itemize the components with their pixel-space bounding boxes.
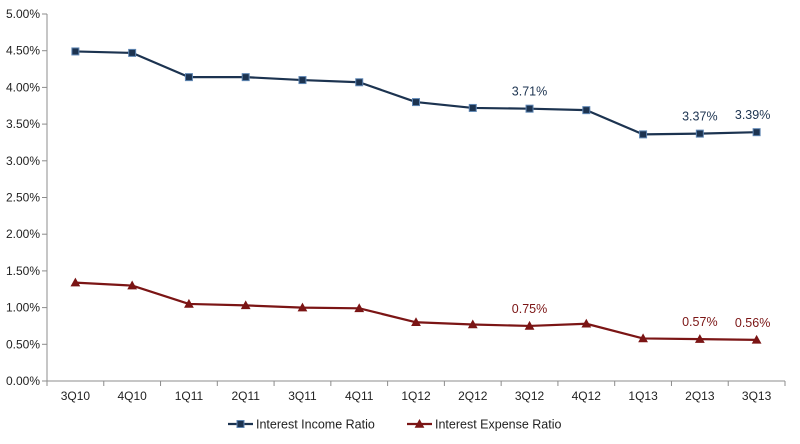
expense-data-point <box>127 280 138 290</box>
income-data-point <box>468 103 477 112</box>
income-data-label: 3.37% <box>682 110 717 124</box>
expense-data-point <box>467 319 478 329</box>
x-tick-label: 2Q11 <box>231 389 260 403</box>
expense-data-point <box>70 277 81 287</box>
expense-data-point <box>751 334 762 344</box>
income-data-point <box>639 130 648 139</box>
income-series-line <box>75 50 757 136</box>
y-axis: 0.00% 0.50% 1.00% 1.50% 2.00% 2.50% 3.00% 3.50%… <box>6 7 48 388</box>
income-data-label: 3.71% <box>512 85 547 99</box>
expense-data-point <box>354 303 365 313</box>
legend: Interest Income Ratio Interest Expense Ra… <box>228 418 562 432</box>
x-tick-label: 2Q13 <box>685 389 715 403</box>
x-axis: 3Q10 4Q10 1Q11 2Q11 3Q11 4Q11 1Q12 2Q12 3Q12 4Q12… <box>46 380 786 403</box>
y-tick-label: 4.00% <box>6 80 40 94</box>
x-tick-label: 2Q12 <box>458 389 488 403</box>
y-tick-label: 1.50% <box>6 264 40 278</box>
income-data-point <box>184 73 193 82</box>
x-tick-label: 3Q12 <box>515 389 545 403</box>
expense-data-point <box>240 300 251 310</box>
x-tick-label: 3Q11 <box>288 389 317 403</box>
x-tick-label: 4Q10 <box>117 389 147 403</box>
expense-data-point <box>297 302 308 312</box>
expense-data-point <box>411 317 421 327</box>
income-data-point <box>525 104 534 113</box>
y-tick-label: 4.50% <box>6 44 40 58</box>
expense-data-point <box>638 333 648 343</box>
legend-marker <box>236 420 245 428</box>
y-tick-label: 1.00% <box>6 301 40 315</box>
y-tick-label: 0.00% <box>6 374 40 388</box>
y-tick-label: 2.00% <box>6 227 40 241</box>
income-data-point <box>298 76 307 85</box>
data-labels: 3.71% 3.37% 3.39% 0.75% 0.57% 0.56% <box>512 85 771 330</box>
x-tick-label: 1Q12 <box>401 389 431 403</box>
expense-data-label: 0.56% <box>735 316 770 330</box>
expense-data-point <box>184 298 194 308</box>
expense-data-point <box>694 334 705 343</box>
income-data-point <box>752 128 761 137</box>
y-tick-label: 2.50% <box>6 191 40 205</box>
x-tick-label: 1Q11 <box>175 389 204 403</box>
income-data-point <box>412 98 420 107</box>
x-tick-label: 4Q12 <box>572 389 602 403</box>
expense-data-label: 0.57% <box>682 315 717 329</box>
legend-item-expense: Interest Expense Ratio <box>407 418 562 432</box>
legend-item-income: Interest Income Ratio <box>228 418 375 432</box>
income-data-point <box>241 73 250 82</box>
expense-data-label: 0.75% <box>512 302 547 316</box>
income-data-point <box>695 129 704 138</box>
y-tick-label: 5.00% <box>6 7 40 21</box>
income-data-point <box>128 48 137 57</box>
expense-data-point <box>581 318 592 328</box>
legend-label: Interest Expense Ratio <box>435 418 562 432</box>
x-tick-label: 1Q13 <box>628 389 658 403</box>
expense-data-point <box>524 320 535 330</box>
legend-marker <box>414 418 425 428</box>
x-tick-label: 3Q10 <box>61 389 91 403</box>
x-tick-label: 4Q11 <box>345 389 374 403</box>
plot-area <box>70 47 762 344</box>
x-tick-label: 3Q13 <box>742 389 772 403</box>
income-data-label: 3.39% <box>735 108 770 122</box>
y-tick-label: 0.50% <box>6 337 40 351</box>
income-data-point <box>355 78 364 87</box>
income-data-point <box>71 47 80 56</box>
y-tick-label: 3.00% <box>6 154 40 168</box>
income-data-point <box>582 106 591 115</box>
y-tick-label: 3.50% <box>6 117 40 131</box>
legend-label: Interest Income Ratio <box>256 418 375 432</box>
expense-series-line <box>75 281 757 341</box>
